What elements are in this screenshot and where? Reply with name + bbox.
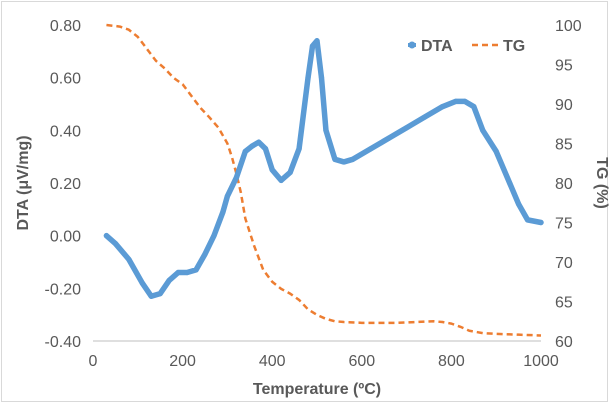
dta-point [287,169,293,176]
x-tick-label: 1000 [523,353,559,370]
dta-point [332,156,338,162]
y-right-tick-label: 75 [555,216,573,233]
y-left-axis-ticks: 0.80 0.60 0.40 0.20 0.00 -0.20 -0.40 [45,18,82,351]
dta-point [211,233,217,239]
dta-point [278,177,284,183]
dta-point [480,127,486,133]
y-left-tick-label: -0.20 [45,281,82,298]
dta-point [139,280,145,286]
y-right-tick-label: 80 [555,176,573,193]
dta-point [524,217,531,223]
dta-point [126,256,132,262]
y-right-tick-label: 90 [555,97,573,114]
dta-point [386,135,392,141]
dta-line [103,38,544,299]
dta-point [157,291,163,297]
y-left-tick-label: 0.60 [50,71,81,88]
dta-point [148,293,154,299]
dta-point [471,104,477,110]
dta-point [166,277,172,284]
dta-point [220,209,226,215]
dta-point [193,267,199,273]
dta-point [462,98,468,104]
dta-point [318,75,325,81]
dta-point [439,104,446,110]
x-axis-ticks: 0 200 400 600 800 1000 [89,353,559,370]
dta-point [341,159,347,165]
dta-series [103,38,544,299]
dta-point [309,43,316,49]
dta-point [175,269,181,276]
y-right-tick-label: 95 [555,58,573,75]
legend-tg-label: TG [503,38,525,55]
dta-point [421,114,428,120]
y-right-tick-label: 70 [555,255,573,272]
dta-point [368,146,374,152]
y-left-tick-label: 0.00 [50,229,81,246]
y-left-tick-label: 0.40 [50,123,81,140]
x-tick-label: 200 [169,353,196,370]
dta-point [184,269,190,276]
dta-point [538,219,544,226]
y-right-tick-label: 65 [555,295,573,312]
y-right-tick-label: 60 [555,334,573,351]
y-right-axis-title: TG (%) [593,157,610,209]
dta-point [249,143,255,149]
dta-point [350,156,356,162]
dta-point [262,146,269,152]
dta-point [323,127,329,133]
x-tick-label: 0 [89,353,98,370]
y-left-axis-title: DTA (μV/mg) [15,135,32,230]
legend: DTA TG [408,38,525,55]
y-left-tick-label: 0.20 [50,176,81,193]
dta-point [296,146,302,152]
tg-series [106,23,542,337]
dta-point [493,148,499,154]
dta-point [112,240,118,247]
x-axis-title: Temperature (ºC) [253,381,381,398]
dta-point [256,139,262,145]
y-right-tick-label: 85 [555,137,573,154]
dta-point [233,175,239,181]
dta-point [516,201,522,207]
y-left-tick-label: 0.80 [50,18,81,35]
y-right-axis-ticks: 100 95 90 85 80 75 70 65 60 [555,18,582,351]
tg-line [106,23,542,337]
y-left-tick-label: -0.40 [45,334,82,351]
x-tick-label: 600 [348,353,375,370]
dta-point [242,148,248,154]
dta-point [314,38,320,44]
dta-point [202,251,208,257]
dta-point [224,193,230,199]
dta-point [453,98,459,104]
dta-point [269,167,275,173]
x-tick-label: 800 [438,353,465,370]
dta-point [305,75,311,81]
dta-point [507,180,513,186]
dta-point [404,125,410,131]
dta-point [103,233,110,239]
legend-dta-label: DTA [421,38,453,55]
x-tick-label: 400 [259,353,286,370]
y-right-tick-label: 100 [555,18,582,35]
